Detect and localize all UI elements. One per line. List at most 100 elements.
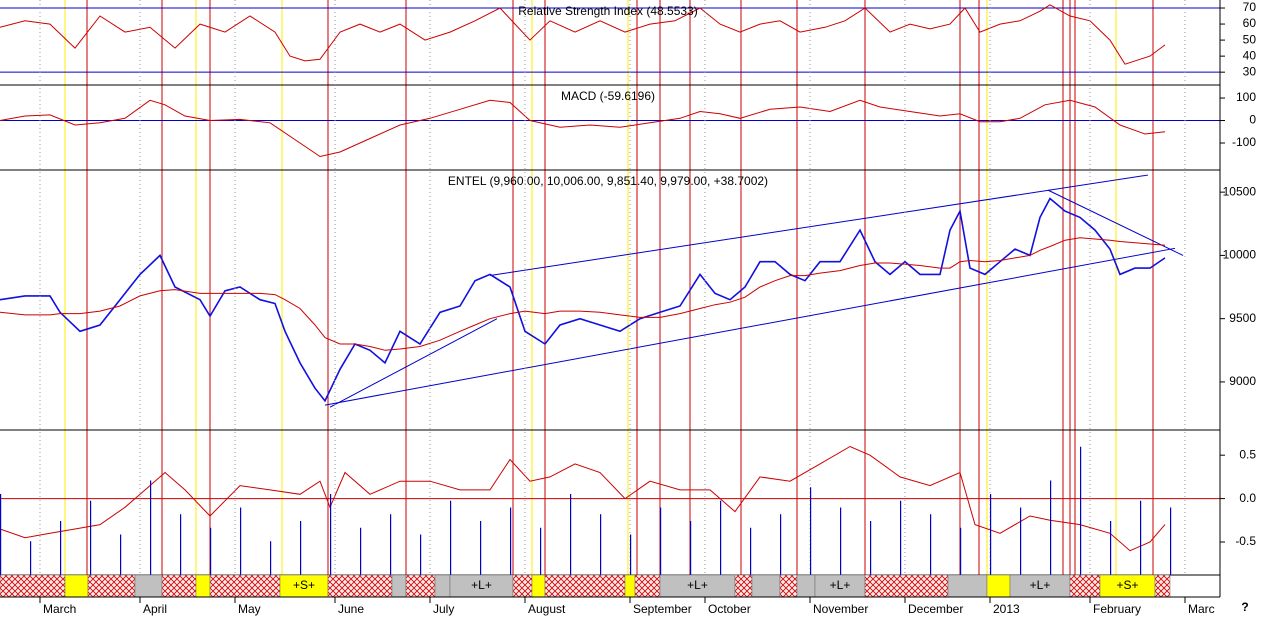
band-segment [634,574,661,598]
help-label[interactable]: ? [1241,600,1248,614]
x-tick-label: April [143,602,167,616]
x-tick-label: 2013 [993,602,1020,616]
volume-bar [120,534,122,575]
band-segment [327,574,393,598]
band-segment [209,574,281,598]
band-segment [512,574,533,598]
volume-bar [840,507,842,575]
volume-bar [1050,480,1052,575]
band-segment [1154,574,1171,598]
x-tick-label: June [338,602,364,616]
band-segment [864,574,949,598]
x-tick-label: May [238,602,261,616]
x-tick-label: September [633,602,692,616]
band-segment [391,574,407,598]
band-segment [624,574,636,598]
band-label: +L+ [830,578,851,592]
panel-title: MACD (-59.6196) [561,89,655,103]
volume-bar [990,494,992,575]
x-tick-label: December [908,602,963,616]
volume-bar [180,514,182,575]
volume-bar [300,521,302,575]
volume-bar [1020,507,1022,575]
band-segment [986,574,1011,598]
y-tick-label: 60 [1243,16,1257,30]
volume-bar [240,507,242,575]
x-tick-label: August [528,602,566,616]
band-label: +S+ [1116,578,1138,592]
band-segment [64,574,89,598]
x-tick-label: July [433,602,454,616]
volume-bar [1110,521,1112,575]
volume-bar [150,480,152,575]
volume-bar [930,514,932,575]
series-line [0,445,1166,552]
volume-bar [360,527,362,575]
trend-line [324,247,1176,406]
y-tick-label: 9000 [1229,374,1256,388]
volume-bar [660,507,662,575]
band-segment [544,574,626,598]
volume-bar [30,541,32,575]
series-line [0,4,1166,65]
y-tick-label: 10000 [1223,248,1257,262]
panel-title: Relative Strength Index (48.5533) [518,4,697,18]
band-segment [161,574,197,598]
band-segment [796,574,816,598]
volume-bar [0,494,2,575]
trend-line [329,318,498,408]
y-tick-label: -100 [1232,135,1256,149]
band-segment [531,574,546,598]
volume-bar [1080,446,1082,575]
band-segment [947,574,988,598]
y-tick-label: 9500 [1229,311,1256,325]
y-tick-label: 0.0 [1239,491,1256,505]
x-tick-label: October [708,602,751,616]
band-label: +L+ [687,578,708,592]
y-tick-label: 100 [1236,90,1256,104]
volume-bar [510,507,512,575]
volume-bar [630,534,632,575]
volume-bar [1170,507,1172,575]
band-segment [751,574,781,598]
band-label: +L+ [471,578,492,592]
band-label: +S+ [293,578,315,592]
y-tick-label: 70 [1243,0,1257,14]
y-tick-label: 40 [1243,48,1257,62]
y-tick-label: 30 [1243,64,1257,78]
volume-bar [570,494,572,575]
y-tick-label: 10500 [1223,184,1257,198]
volume-bar [540,527,542,575]
y-tick-label: 0 [1249,113,1256,127]
volume-bar [690,521,692,575]
x-tick-label: February [1093,602,1141,616]
band-segment [405,574,436,598]
series-line [0,197,1166,403]
band-segment [0,574,66,598]
volume-bar [780,514,782,575]
volume-bar [420,534,422,575]
volume-bar [810,487,812,575]
band-segment [734,574,753,598]
volume-bar [870,521,872,575]
series-line [0,237,1166,351]
x-tick-label: March [43,602,76,616]
band-segment [434,574,451,598]
band-segment [195,574,211,598]
band-segment [1069,574,1101,598]
volume-bar [90,500,92,575]
trend-line [489,174,1149,277]
y-tick-label: 50 [1243,32,1257,46]
volume-bar [900,500,902,575]
band-segment [779,574,798,598]
volume-bar [390,514,392,575]
volume-bar [720,500,722,575]
y-tick-label: 0.5 [1239,447,1256,461]
volume-bar [750,527,752,575]
volume-bar [210,527,212,575]
band-label: +L+ [1030,578,1051,592]
volume-bar [60,521,62,575]
volume-bar [600,514,602,575]
band-segment [134,574,163,598]
